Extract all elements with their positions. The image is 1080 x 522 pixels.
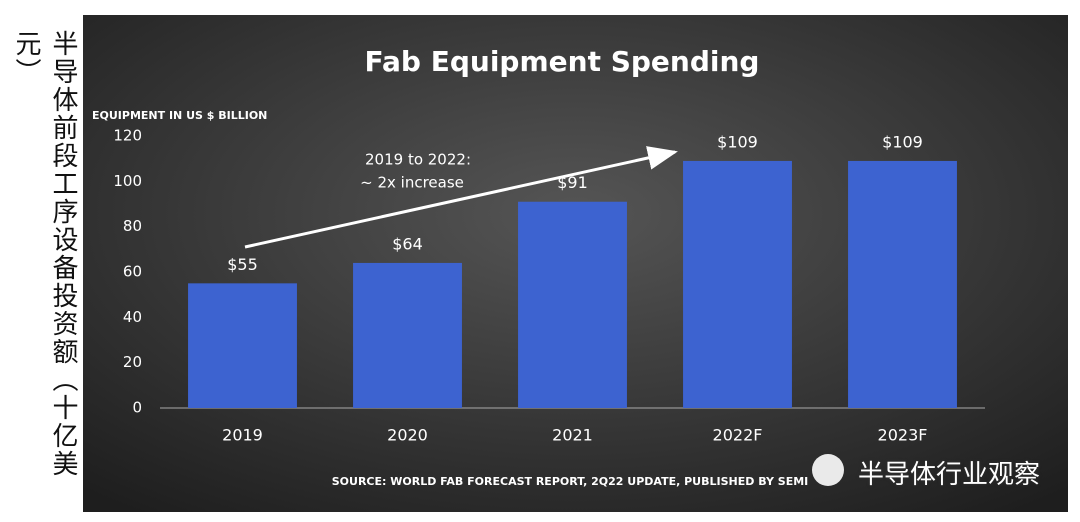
data-label: $64: [392, 234, 423, 253]
x-tick-label: 2022F: [713, 426, 763, 445]
source-note: SOURCE: WORLD FAB FORECAST REPORT, 2Q22 …: [332, 475, 809, 488]
annotation: 2019 to 2022:: [365, 151, 471, 169]
x-tick-label: 2019: [222, 426, 263, 445]
bar: [353, 262, 462, 408]
y-tick-label: 20: [123, 353, 142, 371]
x-tick-label: 2023F: [878, 426, 928, 445]
data-label: $109: [882, 132, 923, 151]
data-label: $109: [717, 132, 758, 151]
y-axis-label: EQUIPMENT IN US $ BILLION: [92, 109, 267, 122]
watermark-icon: [812, 454, 844, 486]
side-label: 半导体前段工序设备投资额（十亿美元）: [11, 30, 78, 478]
data-label: $91: [557, 173, 588, 192]
watermark: 半导体行业观察: [858, 460, 1041, 490]
bar: [848, 160, 957, 408]
bar: [518, 201, 627, 408]
y-tick-label: 40: [123, 308, 142, 326]
y-tick-label: 100: [113, 172, 142, 190]
data-label: $55: [227, 255, 258, 274]
x-tick-label: 2021: [552, 426, 593, 445]
y-tick-label: 120: [113, 127, 142, 145]
bar: [683, 160, 792, 408]
trend-arrow: [244, 146, 678, 249]
y-tick-label: 0: [132, 399, 142, 417]
chart-title: Fab Equipment Spending: [365, 45, 760, 78]
annotation: ~ 2x increase: [360, 174, 464, 192]
x-tick-label: 2020: [387, 426, 428, 445]
y-tick-label: 60: [123, 263, 142, 281]
y-tick-label: 80: [123, 217, 142, 235]
bar: [188, 283, 297, 408]
